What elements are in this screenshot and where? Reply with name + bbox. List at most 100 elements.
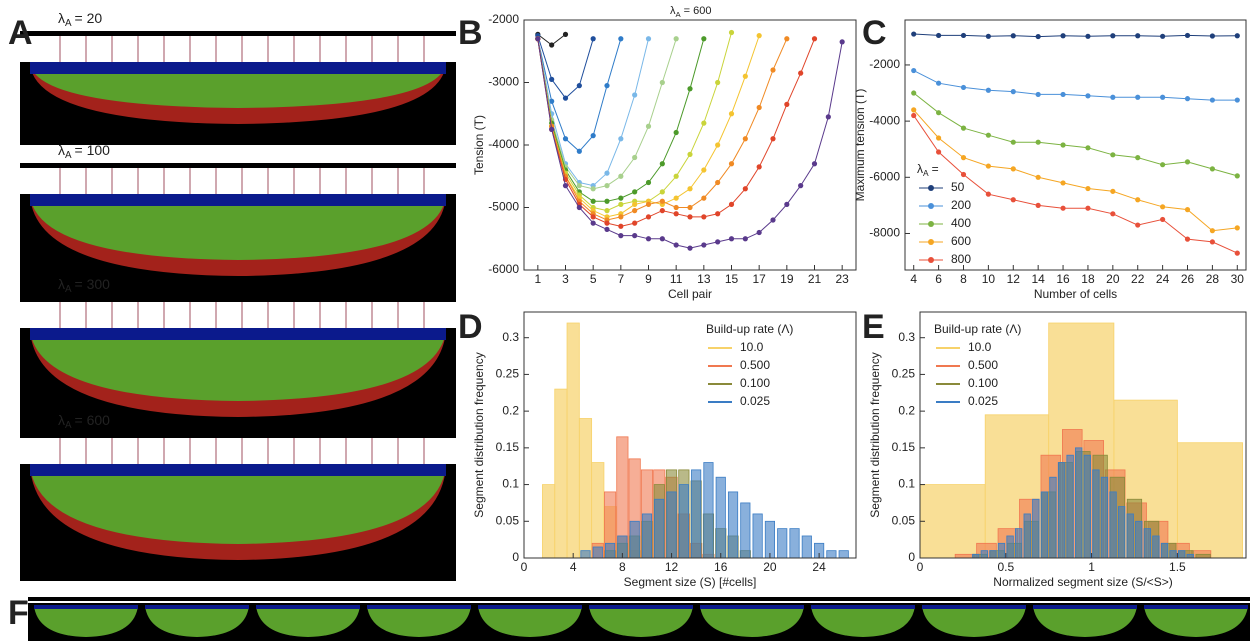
point bbox=[632, 154, 638, 161]
point bbox=[936, 149, 942, 155]
point bbox=[1085, 145, 1091, 151]
x-axis-label: Cell pair bbox=[668, 287, 712, 301]
histogram-bar bbox=[801, 535, 812, 559]
x-tick-label: 0 bbox=[917, 560, 924, 574]
x-tick-label: 4 bbox=[570, 560, 577, 574]
legend-label: 600 bbox=[951, 234, 971, 248]
y-tick-label: -2000 bbox=[869, 57, 900, 71]
point bbox=[728, 161, 735, 167]
point bbox=[549, 126, 555, 132]
point bbox=[784, 201, 790, 207]
x-tick-label: 1 bbox=[1088, 560, 1095, 574]
point bbox=[911, 67, 917, 74]
point bbox=[911, 90, 917, 96]
point bbox=[770, 136, 776, 142]
legend-title: Build-up rate (Λ) bbox=[706, 322, 793, 336]
point bbox=[985, 191, 991, 197]
point bbox=[673, 129, 679, 136]
x-tick-label: 26 bbox=[1181, 272, 1195, 286]
point bbox=[715, 211, 721, 217]
histogram-bar bbox=[972, 553, 980, 559]
strip-apical bbox=[922, 605, 1026, 609]
point bbox=[659, 208, 665, 214]
strip-tissue bbox=[256, 606, 360, 637]
histogram-bar bbox=[654, 498, 665, 559]
histogram-bar bbox=[1092, 469, 1100, 559]
histogram-bar bbox=[1117, 506, 1126, 559]
point bbox=[673, 173, 679, 179]
point bbox=[618, 214, 624, 220]
point bbox=[590, 220, 596, 226]
point bbox=[1085, 93, 1091, 99]
point bbox=[645, 36, 652, 42]
point bbox=[590, 133, 596, 139]
series-line bbox=[913, 70, 1238, 101]
point bbox=[1035, 139, 1041, 145]
x-tick-label: 21 bbox=[808, 272, 822, 286]
point bbox=[604, 220, 610, 226]
point bbox=[742, 236, 748, 242]
symbol: λ bbox=[58, 142, 65, 158]
strip-apical bbox=[145, 605, 249, 609]
point bbox=[1010, 166, 1016, 172]
point bbox=[576, 204, 582, 211]
strip-apical bbox=[1033, 605, 1137, 609]
point bbox=[1209, 166, 1215, 172]
strip-apical bbox=[1144, 605, 1248, 609]
apical-layer bbox=[30, 464, 446, 476]
y-tick-label: -6000 bbox=[488, 262, 519, 276]
x-tick-label: 16 bbox=[1056, 272, 1070, 286]
histogram-bar bbox=[715, 476, 726, 559]
symbol: λ bbox=[58, 276, 65, 292]
histogram-bar bbox=[1126, 513, 1134, 559]
histogram-bar bbox=[989, 550, 997, 559]
point bbox=[1135, 197, 1141, 203]
wall bbox=[20, 297, 456, 302]
strip-apical bbox=[367, 605, 471, 609]
point bbox=[960, 171, 967, 178]
x-tick-label: 19 bbox=[780, 272, 794, 286]
y-axis-label: Segment distribution frequency bbox=[472, 352, 486, 517]
point bbox=[632, 233, 638, 239]
point bbox=[673, 195, 679, 201]
point bbox=[576, 148, 582, 154]
point bbox=[687, 151, 693, 157]
point bbox=[1035, 91, 1041, 98]
point bbox=[632, 208, 638, 214]
point bbox=[715, 142, 721, 148]
x-tick-label: 5 bbox=[590, 272, 597, 286]
text: = 20 bbox=[75, 10, 103, 26]
apical-layer bbox=[30, 62, 446, 74]
point bbox=[770, 67, 776, 73]
histogram-bar bbox=[764, 520, 775, 559]
x-tick-label: 1 bbox=[534, 272, 541, 286]
point bbox=[728, 201, 735, 207]
point bbox=[1085, 185, 1091, 192]
point bbox=[1060, 205, 1066, 211]
point bbox=[715, 239, 721, 245]
symbol: λ bbox=[58, 10, 65, 26]
point bbox=[618, 173, 624, 179]
point bbox=[590, 36, 596, 42]
point bbox=[1010, 197, 1016, 203]
point bbox=[687, 86, 693, 92]
symbol: λ bbox=[670, 5, 676, 17]
point bbox=[645, 179, 652, 186]
point bbox=[645, 123, 652, 129]
x-tick-label: 17 bbox=[752, 272, 766, 286]
histogram-bar bbox=[1100, 476, 1109, 559]
point bbox=[590, 198, 596, 204]
x-tick-label: 11 bbox=[670, 272, 683, 286]
panel-label: D bbox=[458, 308, 483, 346]
point bbox=[549, 42, 555, 48]
legend-marker bbox=[928, 257, 934, 263]
histogram-bar bbox=[1135, 520, 1143, 559]
x-tick-label: 12 bbox=[665, 560, 679, 574]
point bbox=[1135, 33, 1141, 39]
x-tick-label: 18 bbox=[1081, 272, 1095, 286]
strip-wall bbox=[28, 597, 1250, 601]
y-tick-label: -5000 bbox=[488, 200, 519, 214]
x-tick-label: 7 bbox=[617, 272, 624, 286]
panel-label: C bbox=[862, 14, 887, 52]
point bbox=[659, 198, 665, 204]
